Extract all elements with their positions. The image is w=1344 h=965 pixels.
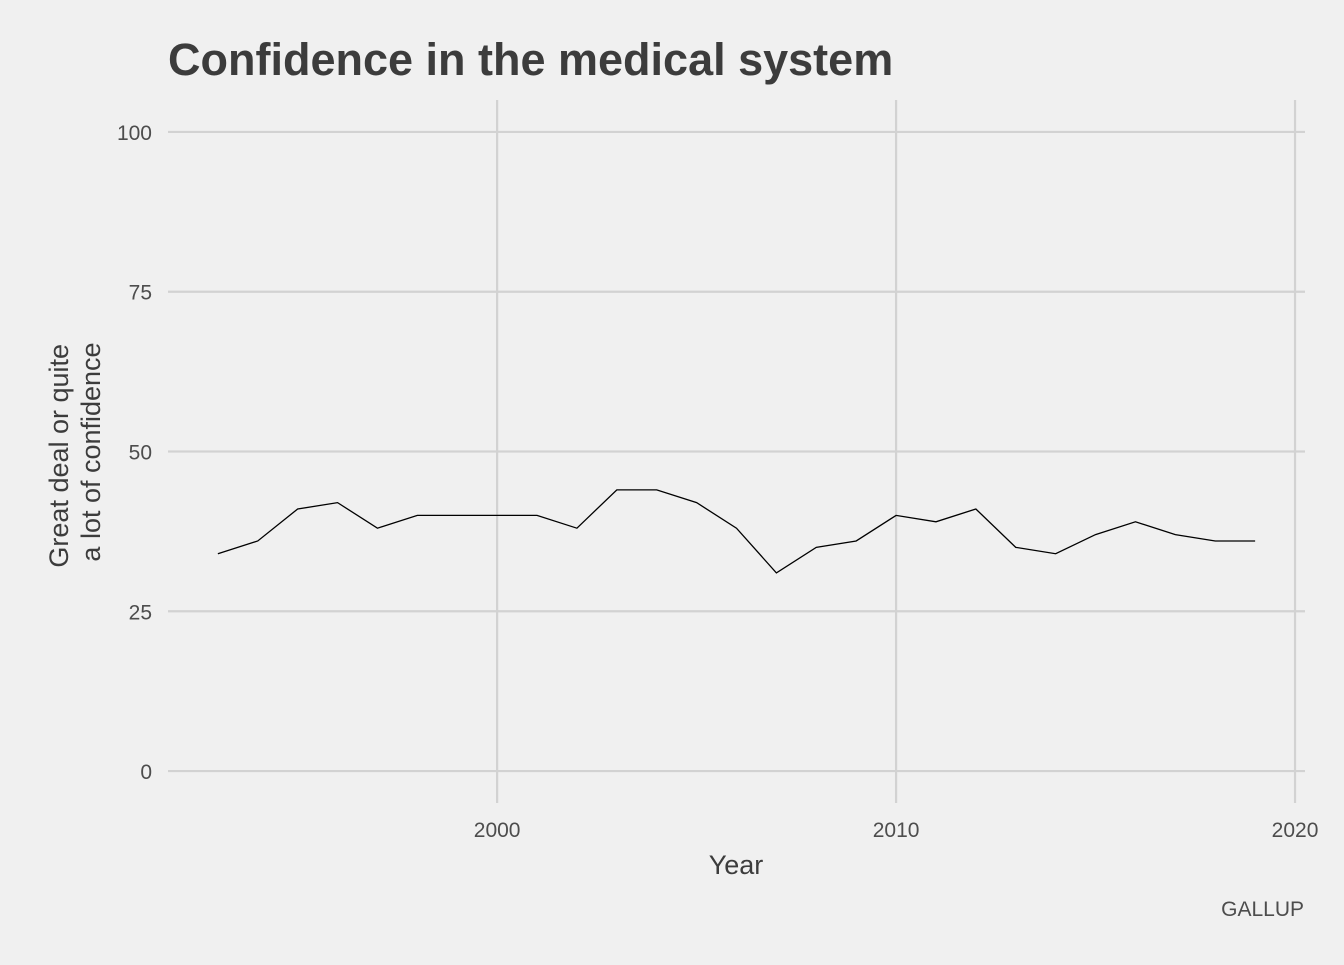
data-point-1995	[295, 507, 300, 512]
data-point-2002	[574, 526, 579, 531]
data-point-2001	[535, 513, 540, 518]
y-tick-label-0: 0	[140, 761, 152, 784]
data-point-1993	[215, 551, 220, 556]
data-point-2004	[654, 487, 659, 492]
y-tick-label-50: 50	[129, 442, 152, 465]
chart-title: Confidence in the medical system	[168, 34, 893, 85]
data-point-2003	[614, 487, 619, 492]
x-tick-label-2020: 2020	[1272, 819, 1319, 842]
x-tick-label-2010: 2010	[873, 819, 920, 842]
x-tick-label-2000: 2000	[474, 819, 521, 842]
data-point-2013	[1013, 545, 1018, 550]
data-point-2012	[973, 507, 978, 512]
data-point-2015	[1093, 532, 1098, 537]
data-point-1999	[455, 513, 460, 518]
series-line	[217, 489, 1256, 574]
data-point-2009	[854, 538, 859, 543]
x-axis-title: Year	[709, 850, 764, 880]
chart-caption: GALLUP	[1221, 898, 1304, 921]
tick-labels: 0 25 50 75 100 2000 2010 2020	[117, 122, 1318, 842]
data-point-1997	[375, 526, 380, 531]
data-point-1994	[255, 538, 260, 543]
y-axis-title-line-2: a lot of confidence	[76, 342, 106, 561]
data-point-2000	[495, 513, 500, 518]
y-tick-label-25: 25	[129, 601, 152, 624]
data-point-1998	[415, 513, 420, 518]
data-point-2007	[774, 570, 779, 575]
data-point-2010	[894, 513, 899, 518]
data-point-1996	[335, 500, 340, 505]
y-axis-title: Great deal or quite a lot of confidence	[44, 336, 106, 567]
data-point-2018	[1213, 538, 1218, 543]
y-axis-title-line-1: Great deal or quite	[44, 344, 74, 568]
y-tick-label-100: 100	[117, 122, 152, 145]
data-point-2008	[814, 545, 819, 550]
data-point-2005	[694, 500, 699, 505]
y-tick-label-75: 75	[129, 282, 152, 305]
data-point-2019	[1253, 538, 1258, 543]
data-point-2016	[1133, 519, 1138, 524]
data-point-2014	[1053, 551, 1058, 556]
grid-lines	[168, 100, 1305, 803]
data-point-2011	[933, 519, 938, 524]
data-point-2017	[1173, 532, 1178, 537]
data-point-2006	[734, 526, 739, 531]
series-layer	[215, 487, 1258, 575]
